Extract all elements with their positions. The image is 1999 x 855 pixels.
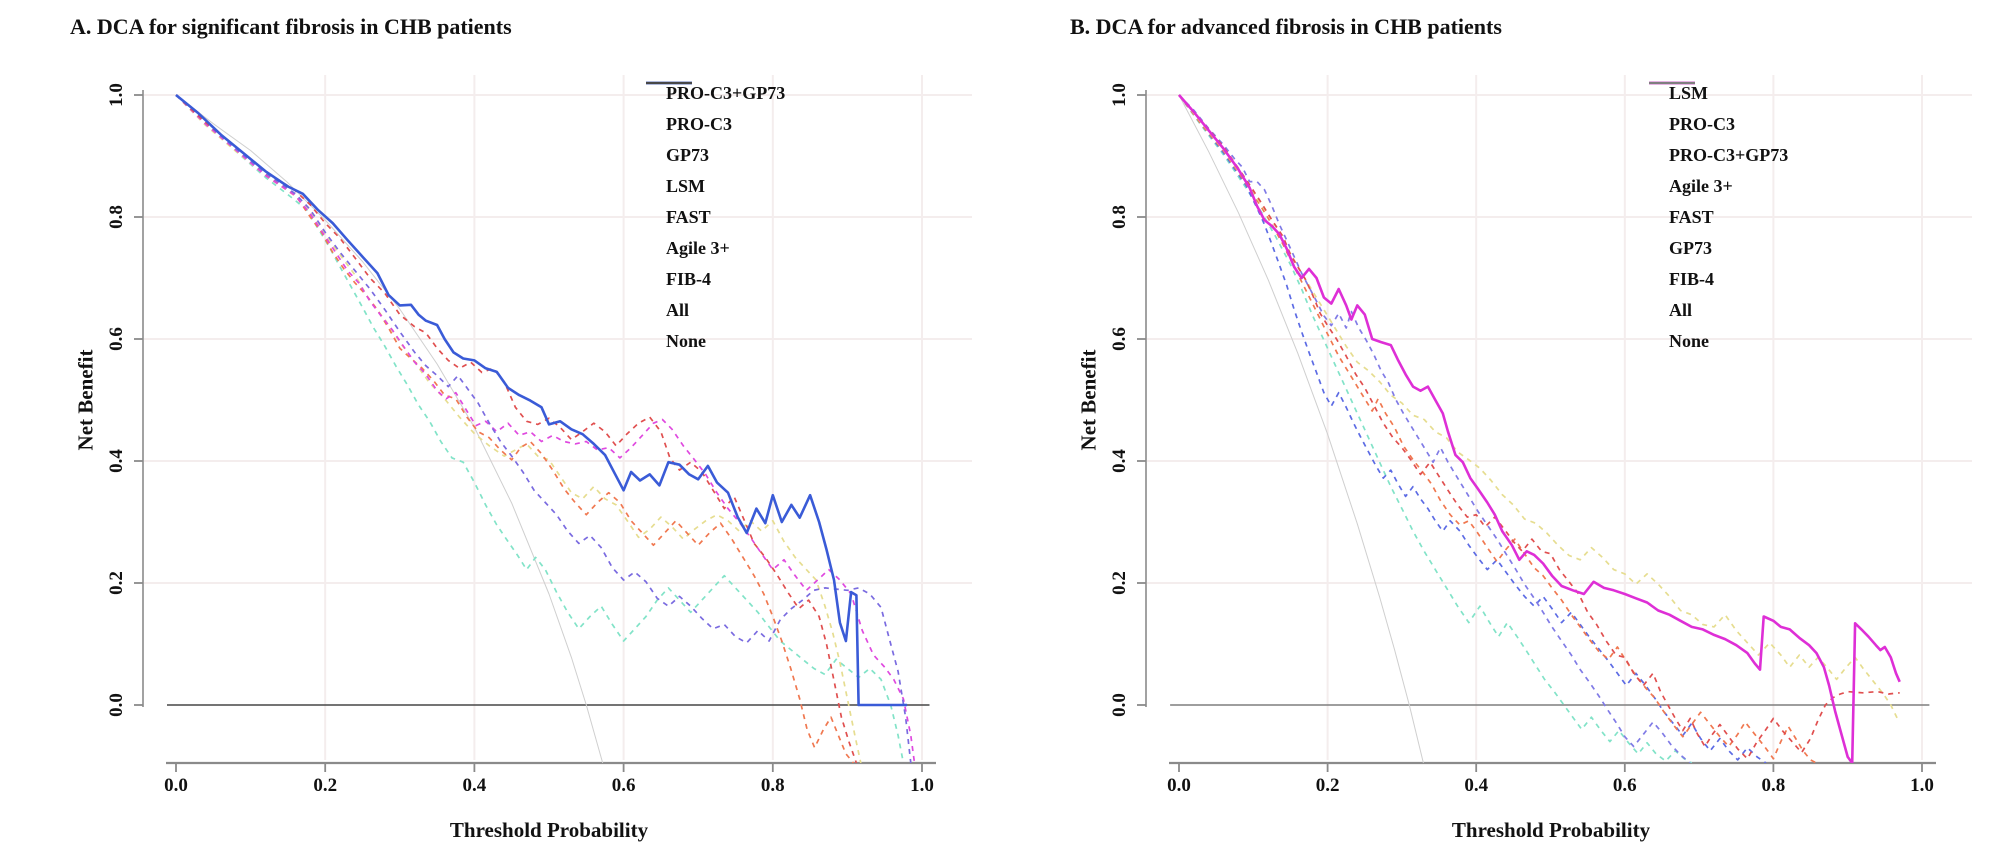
panel-B-y-tick-label-2: 0.4: [1109, 449, 1130, 473]
panel-A-y-tick-label-4: 0.8: [106, 205, 127, 229]
panel-B-y-tick-label-5: 1.0: [1109, 83, 1130, 107]
legend-item-all: All: [1649, 82, 1788, 326]
panel-A-y-tick-label-1: 0.2: [106, 571, 127, 595]
panel-a-legend: PRO-C3+GP73 PRO-C3 GP73 LSM FAST Agile 3+ FIB-…: [646, 78, 785, 357]
panel-A-axes: [134, 90, 936, 772]
legend-label: FAST: [1669, 207, 1714, 227]
series-line-fib-4: [1178, 94, 1693, 763]
panel-A-y-tick-label-3: 0.6: [106, 327, 127, 351]
series-line-agile-3-: [1178, 94, 1899, 721]
legend-item-pro-c3: PRO-C3: [1649, 82, 1788, 140]
legend-item-gp73: GP73: [1649, 82, 1788, 264]
legend-item-lsm: LSM: [646, 82, 785, 202]
series-line-fast: [175, 94, 855, 763]
panel-A-y-tick-label-5: 1.0: [106, 83, 127, 107]
panel-a-title: A. DCA for significant fibrosis in CHB p…: [70, 14, 512, 39]
legend-item-none: None: [646, 81, 785, 357]
legend-key-line: [646, 81, 692, 85]
legend-item-pro-c3: PRO-C3: [646, 82, 785, 140]
series-line-lsm: [1178, 94, 1901, 763]
panel-A-grid: [144, 75, 972, 760]
legend-label: None: [666, 331, 706, 351]
panel-A-x-tick-label-0: 0.0: [164, 775, 188, 796]
legend-label: FIB-4: [1669, 269, 1714, 289]
series-line-pro-c3-gp73: [175, 93, 908, 707]
legend-key-line: [1649, 81, 1695, 85]
panel-B-x-tick-label-0: 0.0: [1167, 775, 1191, 796]
panel-B-series: [1170, 94, 1930, 763]
panel-b-title: B. DCA for advanced fibrosis in CHB pati…: [1070, 14, 1502, 39]
legend-label: PRO-C3+GP73: [1669, 145, 1789, 165]
panel-A-x-tick-label-4: 0.8: [760, 775, 785, 796]
legend-label: FAST: [666, 207, 711, 227]
panel-b-y-axis-label: Net Benefit: [1076, 349, 1101, 451]
panel-B-y-tick-label-0: 0.0: [1109, 693, 1130, 717]
panel-B-x-tick-label-5: 1.0: [1910, 775, 1934, 796]
legend-item-none: None: [1649, 81, 1788, 357]
panel-A-y-tick-label-2: 0.4: [106, 449, 127, 473]
panel-b-legend: LSM PRO-C3 PRO-C3+GP73 Agile 3+ FAST GP73 FIB-…: [1649, 78, 1788, 357]
legend-label: GP73: [1669, 238, 1712, 258]
series-line-fast: [1178, 94, 1817, 763]
panel-b-x-axis-label: Threshold Probability: [1451, 818, 1651, 842]
panel-B-axes: [1137, 90, 1936, 772]
series-line-pro-c3-gp73: [1178, 94, 1691, 763]
panel-B-x-tick-label-4: 0.8: [1761, 775, 1786, 796]
legend-label: LSM: [666, 176, 706, 196]
legend-label: LSM: [1669, 83, 1709, 103]
panel-B-y-tick-label-4: 0.8: [1109, 205, 1130, 229]
series-line-gp73: [1178, 94, 1767, 763]
panel-A-x-tick-label-1: 0.2: [313, 775, 338, 796]
panel-B-y-tick-label-1: 0.2: [1109, 571, 1130, 595]
legend-label: Agile 3+: [1669, 176, 1733, 196]
series-line-all: [1178, 94, 1424, 763]
legend-label: PRO-C3: [1669, 114, 1735, 134]
panel-B-x-tick-label-1: 0.2: [1315, 775, 1340, 796]
legend-label: PRO-C3+GP73: [666, 83, 786, 103]
legend-item-fast: FAST: [1649, 82, 1788, 233]
legend-item-agile-3-: Agile 3+: [1649, 82, 1788, 202]
series-line-pro-c3: [1178, 94, 1900, 760]
panel-A-y-tick-label-0: 0.0: [106, 693, 127, 717]
legend-item-fast: FAST: [646, 82, 785, 233]
legend-label: PRO-C3: [666, 114, 732, 134]
panel-A-series: [167, 93, 930, 763]
series-line-gp73: [175, 94, 912, 763]
legend-label: None: [1669, 331, 1709, 351]
panel-B-x-tick-label-3: 0.6: [1612, 775, 1637, 796]
panel-B-grid: [1147, 75, 1972, 760]
legend-item-all: All: [646, 82, 785, 326]
legend-label: All: [666, 300, 690, 320]
panel-B-x-tick-label-2: 0.4: [1464, 775, 1489, 796]
panel-a-y-axis-label: Net Benefit: [73, 349, 98, 451]
series-line-lsm: [175, 94, 916, 763]
legend-item-pro-c3-gp73: PRO-C3+GP73: [1649, 82, 1789, 171]
legend-label: FIB-4: [666, 269, 711, 289]
series-line-fib-4: [175, 94, 905, 763]
legend-item-fib-4: FIB-4: [1649, 82, 1788, 295]
legend-label: Agile 3+: [666, 238, 730, 258]
legend-item-fib-4: FIB-4: [646, 82, 785, 295]
legend-label: GP73: [666, 145, 709, 165]
series-line-agile-3-: [175, 94, 862, 763]
legend-item-agile-3-: Agile 3+: [646, 82, 785, 264]
panel-B-y-tick-label-3: 0.6: [1109, 327, 1130, 351]
panel-A-x-tick-label-3: 0.6: [611, 775, 636, 796]
panel-a-x-axis-label: Threshold Probability: [449, 818, 649, 842]
series-line-all: [175, 94, 604, 763]
panel-A-x-tick-label-2: 0.4: [462, 775, 487, 796]
legend-label: All: [1669, 300, 1693, 320]
legend-item-gp73: GP73: [646, 82, 785, 171]
panel-A-x-tick-label-5: 1.0: [910, 775, 934, 796]
